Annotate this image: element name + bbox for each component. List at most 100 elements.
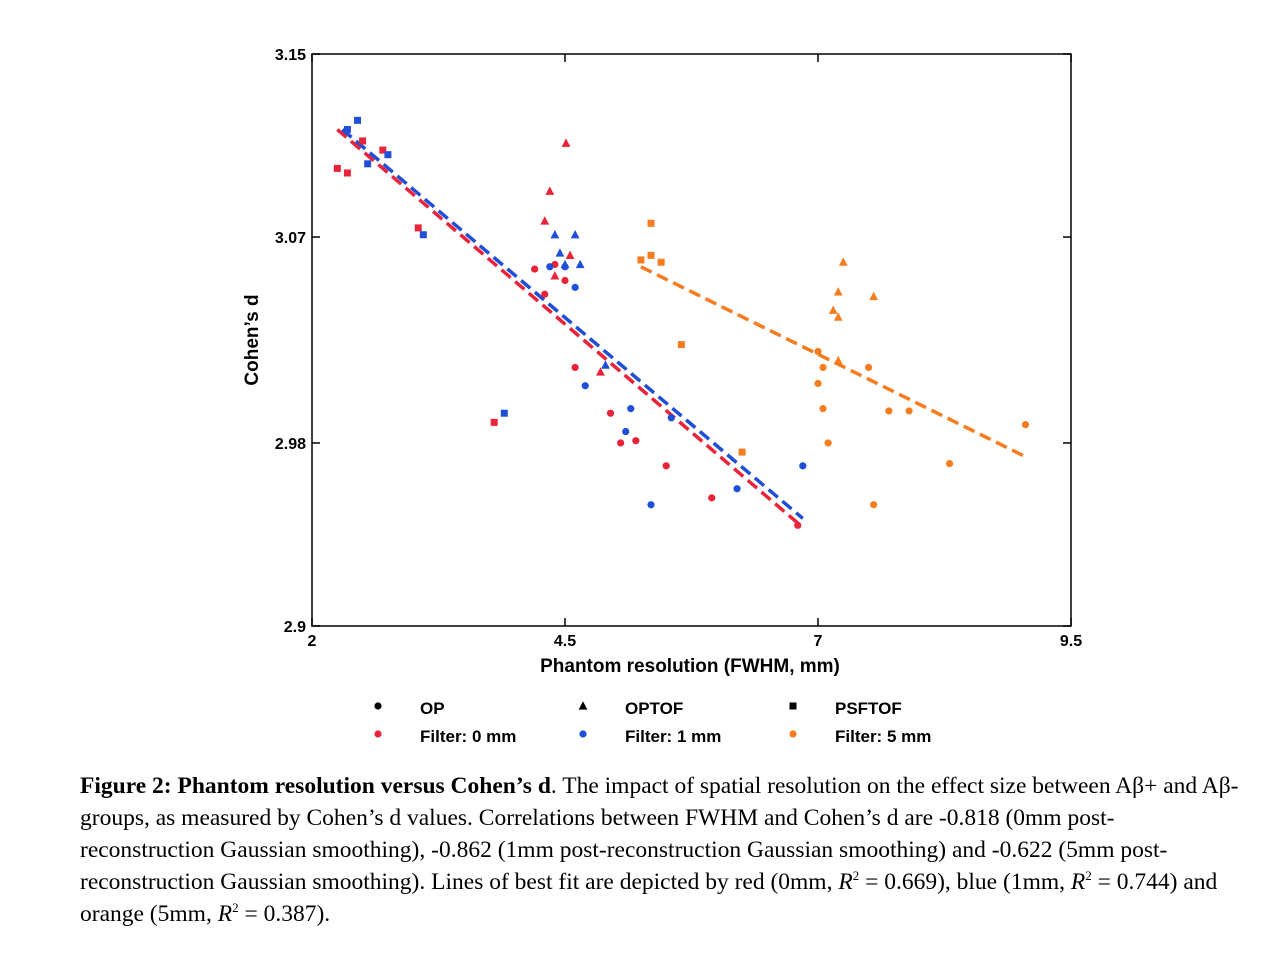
legend-marker-square <box>789 702 797 710</box>
data-point-square <box>384 151 392 159</box>
legend-label: Filter: 5 mm <box>835 727 931 746</box>
caption-text-4: = 0.387). <box>238 901 331 927</box>
fit-line-5mm <box>640 265 1027 459</box>
scatter-chart: 2 4.5 7 9.5 3.15 3.07 2.98 2.9 Phantom resoluti… <box>242 47 1082 746</box>
data-point-circle <box>622 427 630 436</box>
data-point-circle <box>799 462 807 470</box>
data-points <box>333 116 1030 529</box>
data-point-square <box>647 251 655 259</box>
legend-label: PSFTOF <box>835 699 902 718</box>
caption-text-2: = 0.669), blue (1mm, <box>859 869 1071 895</box>
data-point-circle <box>794 521 802 529</box>
y-axis-title: Cohen’s d <box>242 294 263 385</box>
data-point-square <box>414 224 422 232</box>
data-point-triangle <box>596 367 605 376</box>
caption-text-3: = 0.744) and orange (5mm, <box>80 869 1218 927</box>
data-point-triangle <box>550 271 560 280</box>
data-point-circle <box>606 409 615 417</box>
data-point-square <box>354 116 362 124</box>
data-point-triangle <box>540 216 550 225</box>
data-point-triangle <box>545 186 555 195</box>
legend-marker-triangle <box>578 701 588 710</box>
fit-line-1mm <box>341 128 804 520</box>
data-point-square <box>343 126 351 134</box>
x-tick-label: 2 <box>308 633 317 650</box>
data-point-circle <box>541 290 549 298</box>
data-point-circle <box>819 405 827 413</box>
data-point-circle <box>819 363 827 372</box>
caption-r-symbol-3: R <box>217 901 233 927</box>
data-point-circle <box>581 382 589 390</box>
data-point-square <box>379 146 387 154</box>
legend-marker-filter <box>579 730 587 738</box>
legend-label: Filter: 0 mm <box>420 727 516 746</box>
caption-sup-2: 2 <box>1085 868 1092 884</box>
data-point-triangle <box>570 229 580 239</box>
data-point-triangle <box>833 355 843 365</box>
data-point-square <box>647 219 655 227</box>
data-point-triangle <box>575 259 585 269</box>
legend: OP OPTOF PSFTOF Filter: 0 mm Filter: 1 mm Fil… <box>374 699 931 746</box>
data-point-circle <box>662 462 670 470</box>
data-point-circle <box>1021 421 1030 429</box>
x-tick-label: 9.5 <box>1060 633 1082 650</box>
data-point-triangle <box>561 138 571 147</box>
y-tick-label: 2.9 <box>284 619 306 636</box>
data-point-triangle <box>833 312 843 321</box>
data-point-circle <box>546 263 554 271</box>
data-point-square <box>738 448 746 456</box>
data-point-triangle <box>828 305 838 314</box>
data-point-circle <box>814 347 822 356</box>
fit-line-0mm <box>336 128 799 525</box>
data-point-square <box>359 137 367 145</box>
legend-label: OP <box>420 699 445 718</box>
fit-lines <box>336 128 1027 525</box>
data-point-circle <box>571 283 579 291</box>
caption-sup-3: 2 <box>232 900 239 916</box>
data-point-circle <box>632 437 640 445</box>
caption-r-symbol-1: R <box>838 869 853 895</box>
data-point-circle <box>814 379 822 388</box>
data-point-square <box>364 160 372 168</box>
data-point-circle <box>617 439 625 447</box>
data-point-triangle <box>550 229 560 239</box>
data-point-square <box>657 258 665 266</box>
axis-ticks: 2 4.5 7 9.5 3.15 3.07 2.98 2.9 <box>275 47 1082 650</box>
y-tick-label: 2.98 <box>275 436 306 453</box>
legend-marker-filter <box>374 730 382 738</box>
caption-sup-1: 2 <box>852 868 860 884</box>
caption-title: Figure 2: Phantom resolution versus Cohe… <box>80 773 551 799</box>
legend-label: OPTOF <box>625 699 683 718</box>
data-point-square <box>677 341 685 349</box>
x-tick-label: 7 <box>814 633 823 650</box>
data-point-triangle <box>838 257 848 266</box>
data-point-triangle <box>555 248 565 257</box>
y-tick-label: 3.15 <box>275 47 306 64</box>
data-point-triangle <box>565 250 575 259</box>
x-tick-label: 4.5 <box>554 633 576 650</box>
legend-label: Filter: 1 mm <box>625 727 721 746</box>
caption-r-symbol-2: R <box>1070 869 1086 895</box>
data-point-circle <box>870 501 878 509</box>
data-point-circle <box>945 459 954 468</box>
figure-caption: Figure 2: Phantom resolution versus Cohe… <box>80 770 1240 930</box>
data-point-circle <box>561 263 569 271</box>
data-point-triangle <box>869 291 879 301</box>
data-point-square <box>500 409 508 417</box>
data-point-circle <box>885 407 893 415</box>
data-point-square <box>490 418 498 426</box>
data-point-circle <box>647 501 655 509</box>
data-point-square <box>637 256 645 264</box>
legend-marker-filter <box>789 730 797 738</box>
data-point-circle <box>905 407 913 415</box>
data-point-circle <box>561 276 569 285</box>
data-point-circle <box>733 485 741 493</box>
y-tick-label: 3.07 <box>275 230 306 247</box>
data-point-triangle <box>833 287 843 296</box>
data-point-square <box>419 231 427 239</box>
data-point-circle <box>865 363 873 372</box>
data-point-triangle <box>601 360 610 369</box>
data-point-circle <box>627 405 635 413</box>
legend-marker-circle <box>374 702 382 710</box>
